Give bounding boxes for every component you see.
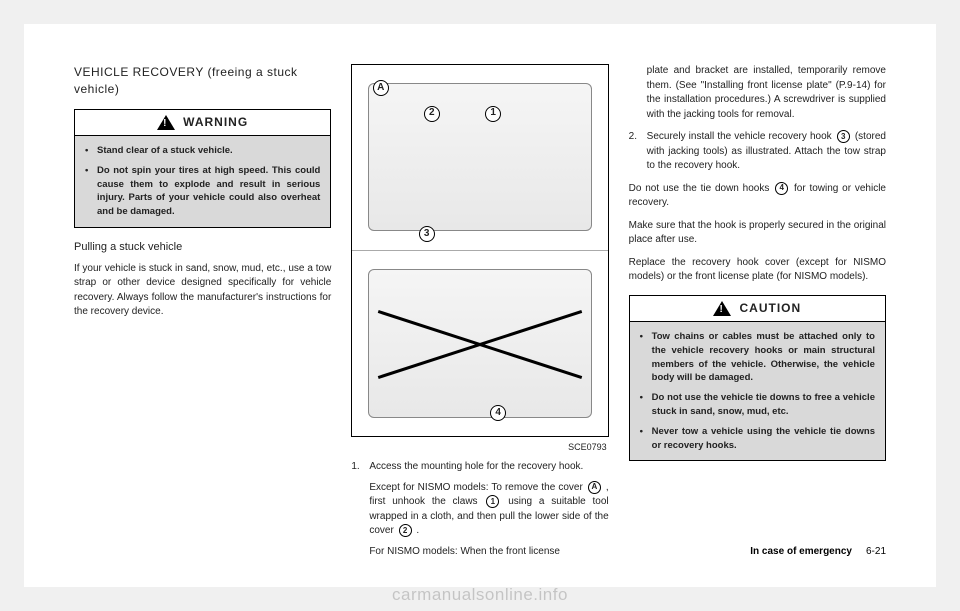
inline-label-3: 3: [837, 130, 850, 143]
figure-label-1: 1: [485, 106, 501, 122]
section-title-main: VEHICLE RECOVERY: [74, 65, 204, 79]
step-1-text: Access the mounting hole for the recover…: [369, 461, 583, 472]
caution-heading-text: CAUTION: [739, 300, 801, 317]
pulling-body: If your vehicle is stuck in sand, snow, …: [74, 262, 331, 320]
figure-label-A: A: [373, 80, 389, 96]
inline-label-4: 4: [775, 182, 788, 195]
caution-body: Tow chains or cables must be attached on…: [630, 322, 885, 460]
step-1-sub-2: For NISMO models: When the front license: [369, 545, 608, 560]
car-front-sketch: [368, 83, 593, 231]
recovery-figure: A 2 1 3 4: [351, 64, 608, 437]
inline-label-A: A: [588, 481, 601, 494]
step-2: Securely install the vehicle recovery ho…: [629, 130, 886, 174]
caution-header: CAUTION: [630, 296, 885, 322]
caution-item: Tow chains or cables must be attached on…: [640, 330, 875, 385]
figure-top-panel: A 2 1 3: [352, 65, 607, 251]
column-2: A 2 1 3 4 SCE0793 Access the mounting ho…: [351, 64, 608, 540]
caution-item: Never tow a vehicle using the vehicle ti…: [640, 425, 875, 453]
step-1-sub-1: Except for NISMO models: To remove the c…: [369, 481, 608, 539]
step-1: Access the mounting hole for the recover…: [351, 460, 608, 559]
car-rear-sketch-crossed: [368, 269, 593, 417]
footer-page-number: 6-21: [866, 546, 886, 557]
inline-label-1: 1: [486, 495, 499, 508]
pulling-heading: Pulling a stuck vehicle: [74, 240, 331, 256]
steps-list: Access the mounting hole for the recover…: [351, 460, 608, 559]
section-title: VEHICLE RECOVERY (freeing a stuck vehicl…: [74, 64, 331, 99]
after-p2: Make sure that the hook is properly secu…: [629, 219, 886, 248]
columns: VEHICLE RECOVERY (freeing a stuck vehicl…: [74, 64, 886, 540]
caution-box: CAUTION Tow chains or cables must be att…: [629, 295, 886, 462]
after-p1: Do not use the tie down hooks 4 for towi…: [629, 182, 886, 211]
figure-code: SCE0793: [351, 441, 608, 454]
after-p3: Replace the recovery hook cover (except …: [629, 256, 886, 285]
warning-item: Do not spin your tires at high speed. Th…: [85, 164, 320, 219]
figure-bottom-panel: 4: [352, 251, 607, 437]
column-3: plate and bracket are installed, tempora…: [629, 64, 886, 540]
warning-box: WARNING Stand clear of a stuck vehicle. …: [74, 109, 331, 228]
caution-item: Do not use the vehicle tie downs to free…: [640, 391, 875, 419]
steps-list-cont: Securely install the vehicle recovery ho…: [629, 130, 886, 174]
footer-section: In case of emergency: [750, 546, 852, 557]
caution-icon: [713, 301, 731, 316]
inline-label-2: 2: [399, 524, 412, 537]
warning-heading-text: WARNING: [183, 114, 248, 131]
figure-label-4: 4: [490, 405, 506, 421]
manual-page: VEHICLE RECOVERY (freeing a stuck vehicl…: [24, 24, 936, 587]
warning-icon: [157, 115, 175, 130]
column-1: VEHICLE RECOVERY (freeing a stuck vehicl…: [74, 64, 331, 540]
warning-item: Stand clear of a stuck vehicle.: [85, 144, 320, 158]
warning-body: Stand clear of a stuck vehicle. Do not s…: [75, 136, 330, 227]
watermark: carmanualsonline.info: [392, 585, 568, 605]
warning-header: WARNING: [75, 110, 330, 136]
figure-label-2: 2: [424, 106, 440, 122]
step-1-continuation: plate and bracket are installed, tempora…: [629, 64, 886, 122]
figure-label-3: 3: [419, 226, 435, 242]
